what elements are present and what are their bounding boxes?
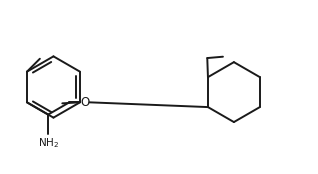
Text: O: O bbox=[80, 96, 89, 109]
Text: NH$_2$: NH$_2$ bbox=[38, 136, 59, 150]
